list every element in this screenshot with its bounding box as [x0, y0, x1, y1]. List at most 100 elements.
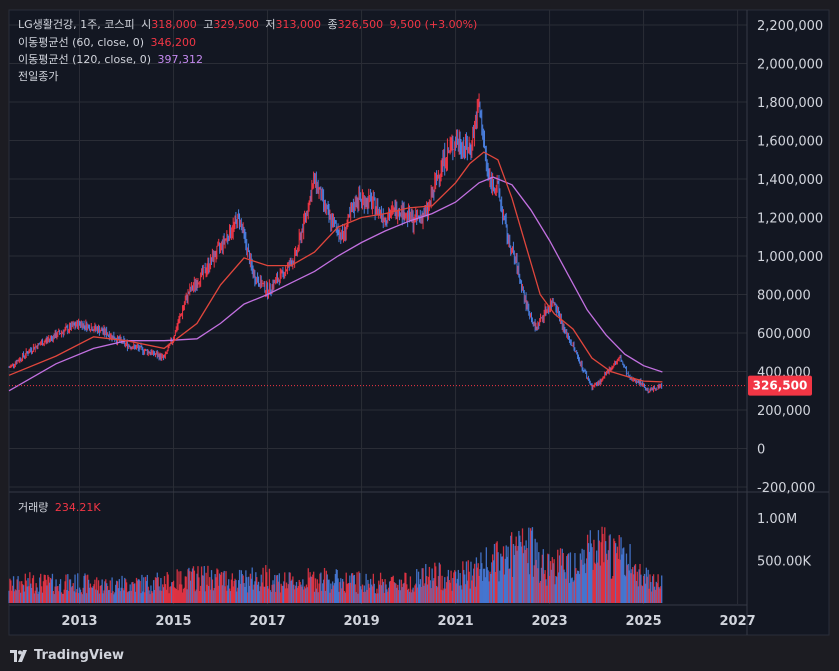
volume-bar — [558, 555, 561, 603]
legend-ma60-value: 346,200 — [150, 36, 197, 49]
legend-ma60[interactable]: 이동평균선 (60, close, 0) 346,200 — [18, 35, 199, 51]
volume-bar — [439, 564, 441, 603]
volume-bar — [76, 589, 78, 603]
volume-bar — [626, 565, 629, 603]
legend-volume-label: 거래량 — [18, 501, 49, 514]
volume-bar — [465, 561, 468, 603]
volume-bar — [524, 549, 526, 603]
legend-ma120[interactable]: 이동평균선 (120, close, 0) 397,312 — [18, 52, 206, 68]
volume-bar — [91, 587, 93, 603]
volume-bar — [137, 579, 139, 603]
volume-bar — [545, 579, 547, 603]
volume-bar — [68, 579, 71, 603]
volume-bar — [185, 576, 187, 603]
volume-bar — [637, 586, 639, 603]
volume-bar — [315, 588, 318, 603]
volume-bar — [229, 591, 232, 603]
volume-bar — [457, 569, 459, 603]
volume-bar — [82, 587, 84, 603]
volume-bar — [130, 590, 132, 603]
volume-bar — [522, 553, 525, 603]
volume-bar — [144, 576, 147, 603]
volume-bar — [288, 572, 290, 603]
volume-bar — [54, 586, 56, 603]
volume-bar — [189, 571, 191, 603]
volume-bar — [212, 590, 214, 603]
volume-bar — [105, 579, 107, 603]
volume-bar — [349, 575, 351, 603]
volume-bar — [134, 583, 136, 603]
volume-bar — [661, 575, 663, 603]
volume-bar — [83, 575, 85, 603]
volume-bar — [195, 589, 197, 603]
volume-bar — [22, 585, 25, 603]
volume-bar — [11, 590, 13, 603]
volume-bar — [336, 569, 338, 603]
legend-volume[interactable]: 거래량 234.21K — [18, 500, 104, 516]
volume-bar — [318, 583, 320, 603]
volume-bar — [548, 575, 551, 603]
volume-bar — [26, 586, 28, 603]
volume-bar — [443, 588, 445, 603]
volume-bar — [604, 527, 606, 603]
volume-bar — [135, 577, 138, 603]
volume-bar — [415, 583, 417, 603]
volume-bar — [454, 570, 456, 603]
legend-change: 9,500 (+3.00%) — [389, 18, 478, 31]
volume-bar — [653, 586, 656, 603]
last-price-value: 326,500 — [753, 379, 808, 393]
legend-volume-value: 234.21K — [54, 501, 101, 514]
volume-bar — [172, 580, 175, 603]
volume-bar — [586, 558, 588, 603]
volume-bar — [371, 586, 374, 603]
volume-bar — [592, 569, 594, 603]
volume-bar — [422, 568, 424, 603]
volume-bar — [281, 585, 283, 603]
volume-bar — [504, 558, 506, 603]
volume-bar — [61, 593, 64, 603]
volume-bar — [134, 591, 137, 603]
legend-prev-close[interactable]: 전일종가 — [18, 69, 61, 85]
legend-ma60-label: 이동평균선 (60, close, 0) — [18, 36, 144, 49]
volume-bar — [148, 590, 150, 603]
volume-bar — [190, 580, 192, 603]
volume-bar — [180, 571, 182, 603]
volume-bar — [613, 538, 615, 603]
volume-bar — [587, 543, 590, 603]
volume-bar — [476, 567, 478, 603]
volume-bar — [441, 575, 443, 603]
volume-bar — [291, 579, 293, 603]
volume-bar — [285, 582, 288, 603]
volume-bar — [218, 585, 220, 603]
volume-bar — [188, 567, 190, 603]
volume-bar — [113, 594, 115, 603]
volume-bar — [562, 553, 564, 603]
volume-bar — [160, 577, 162, 603]
price-axis[interactable]: 2,200,000 2,000,000 1,800,000 1,600,000 1,40… — [757, 19, 823, 496]
volume-bar — [108, 589, 111, 603]
volume-bar — [138, 579, 140, 603]
volume-bar — [501, 556, 503, 603]
volume-bar — [191, 571, 193, 603]
volume-bar — [410, 592, 412, 603]
volume-axis[interactable]: 1.00M 500.00K — [757, 512, 811, 570]
volume-bar — [543, 573, 545, 603]
volume-bar — [314, 578, 317, 603]
volume-bar — [57, 585, 59, 603]
volume-bar — [400, 579, 403, 603]
tradingview-logo[interactable]: TradingView — [10, 648, 124, 663]
volume-bar — [81, 594, 83, 603]
volume-bar — [406, 584, 408, 603]
ma120-line — [8, 176, 663, 392]
volume-bar — [360, 586, 362, 603]
volume-bar — [93, 584, 95, 603]
time-axis[interactable]: 2013 2015 2017 2019 2021 2023 2025 2027 — [61, 614, 755, 629]
volume-bar — [382, 581, 384, 603]
legend-symbol[interactable]: LG생활건강, 1주, 코스피 — [18, 18, 135, 31]
volume-bar — [41, 592, 44, 603]
volume-bars — [8, 526, 663, 603]
volume-bar — [632, 567, 634, 603]
volume-bar — [640, 574, 642, 603]
volume-bar — [320, 572, 322, 603]
